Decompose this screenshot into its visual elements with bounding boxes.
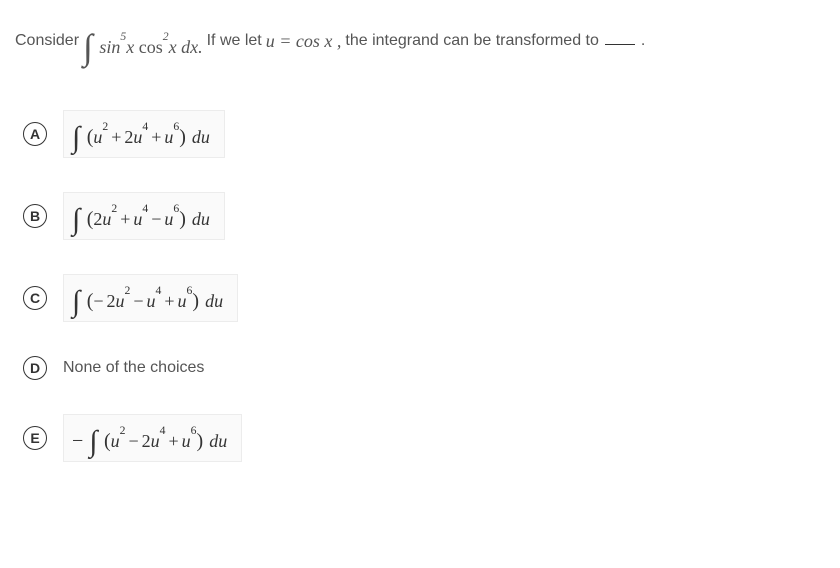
question-sub: u = cos x , bbox=[266, 31, 342, 52]
choice-content-d: None of the choices bbox=[63, 359, 204, 377]
choice-content-c: ∫ (−2u2−u4+u6)du bbox=[63, 274, 238, 322]
choice-text-d: None of the choices bbox=[63, 359, 204, 377]
choice-letter-c: C bbox=[23, 286, 47, 310]
choice-b[interactable]: B ∫ (2u2+u4−u6)du bbox=[23, 192, 825, 240]
choice-a[interactable]: A ∫ (u2+2u4+u6)du bbox=[23, 110, 825, 158]
choice-letter-e: E bbox=[23, 426, 47, 450]
choice-letter-a: A bbox=[23, 122, 47, 146]
choice-e[interactable]: E −∫ (u2−2u4+u6)du bbox=[23, 414, 825, 462]
choice-letter-d: D bbox=[23, 356, 47, 380]
question-prefix: Consider bbox=[15, 32, 79, 50]
blank-line bbox=[605, 44, 635, 45]
choice-letter-b: B bbox=[23, 204, 47, 228]
question-suffix: . bbox=[641, 32, 645, 50]
question-mid2: the integrand can be transformed to bbox=[345, 32, 599, 50]
choice-expr-b: ∫ (2u2+u4−u6)du bbox=[72, 199, 210, 233]
choice-content-a: ∫ (u2+2u4+u6)du bbox=[63, 110, 225, 158]
choice-expr-c: ∫ (−2u2−u4+u6)du bbox=[72, 281, 223, 315]
choice-content-b: ∫ (2u2+u4−u6)du bbox=[63, 192, 225, 240]
choice-list: A ∫ (u2+2u4+u6)du B ∫ (2u2+u4−u6)du C ∫ … bbox=[23, 110, 825, 462]
choice-d[interactable]: D None of the choices bbox=[23, 356, 825, 380]
choice-expr-a: ∫ (u2+2u4+u6)du bbox=[72, 117, 210, 151]
choice-c[interactable]: C ∫ (−2u2−u4+u6)du bbox=[23, 274, 825, 322]
question-stem: Consider ∫ sin5x cos2x dx. If we let u =… bbox=[15, 20, 825, 62]
choice-expr-e: −∫ (u2−2u4+u6)du bbox=[72, 421, 227, 455]
choice-content-e: −∫ (u2−2u4+u6)du bbox=[63, 414, 242, 462]
question-integral: ∫ sin5x cos2x dx. bbox=[83, 20, 203, 62]
question-mid1: If we let bbox=[207, 32, 262, 50]
